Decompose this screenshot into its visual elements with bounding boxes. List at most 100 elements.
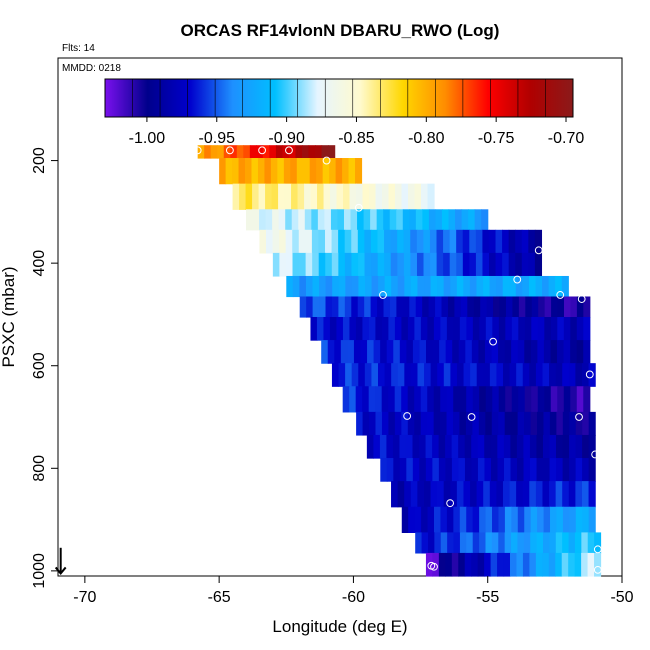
heatmap-cell: [568, 481, 576, 508]
heatmap-cell: [482, 229, 490, 254]
heatmap-cell: [302, 145, 310, 159]
heatmap-cell: [523, 458, 531, 482]
heatmap-cell: [379, 434, 388, 459]
heatmap-cell: [436, 252, 444, 277]
heatmap-cell: [304, 209, 312, 231]
heatmap-cell: [279, 229, 287, 254]
heatmap-cell: [331, 363, 340, 387]
heatmap-cell: [473, 296, 481, 318]
heatmap-cell: [445, 552, 453, 577]
heatmap-cell: [575, 481, 583, 508]
heatmap-cell: [517, 411, 525, 436]
heatmap-cell: [355, 158, 363, 185]
heatmap-cell: [305, 229, 313, 254]
heatmap-cell: [236, 145, 244, 159]
heatmap-cell: [369, 411, 377, 436]
heatmap-cell: [529, 434, 538, 459]
heatmap-cell: [471, 434, 479, 459]
heatmap-cell: [581, 481, 590, 508]
flight-marker: [354, 203, 363, 212]
heatmap-cell: [278, 183, 286, 210]
heatmap-cell: [318, 229, 326, 254]
heatmap-cell: [466, 506, 474, 533]
heatmap-cell: [458, 552, 466, 577]
heatmap-cell: [405, 434, 414, 459]
heatmap-cell: [407, 411, 415, 436]
heatmap-cell: [343, 209, 352, 231]
heatmap-cell: [581, 552, 589, 577]
heatmap-cell: [518, 386, 526, 413]
heatmap-cell: [420, 386, 428, 413]
heatmap-cell: [275, 145, 284, 159]
flight-marker: [285, 146, 293, 155]
heatmap-cell: [330, 209, 339, 231]
heatmap-cell: [329, 158, 337, 185]
heatmap-cell: [432, 434, 440, 459]
heatmap-cell: [543, 506, 551, 533]
heatmap-cell: [516, 552, 524, 577]
heatmap-cell: [256, 145, 264, 159]
heatmap-cell: [421, 532, 429, 554]
x-tick-label: -60: [342, 589, 365, 606]
x-tick-label: -65: [208, 589, 231, 606]
heatmap-cell: [423, 229, 431, 254]
heatmap-cell: [497, 458, 505, 482]
colorbar-tick-label: -1.00: [129, 130, 166, 147]
heatmap-cell: [446, 506, 454, 533]
heatmap-cell: [551, 296, 559, 318]
heatmap-cell: [563, 296, 572, 318]
heatmap-cell: [568, 532, 576, 554]
heatmap-cell: [535, 481, 544, 508]
heatmap-cell: [524, 317, 532, 341]
heatmap-cell: [510, 458, 518, 482]
heatmap-cell: [568, 363, 576, 387]
heatmap-cell: [511, 506, 519, 533]
heatmap-cell: [319, 296, 327, 318]
heatmap-cell: [422, 296, 430, 318]
heatmap-cell: [483, 363, 491, 387]
heatmap-cell: [557, 340, 565, 364]
heatmap-cell: [230, 145, 238, 159]
heatmap-cell: [351, 229, 359, 254]
heatmap-cell: [531, 296, 539, 318]
heatmap-cell: [555, 275, 563, 298]
heatmap-cell: [259, 209, 267, 231]
flights-label: Flts: 14: [62, 43, 95, 54]
heatmap-cell: [407, 317, 415, 341]
heatmap-cell: [390, 252, 398, 277]
heatmap-cell: [432, 552, 440, 577]
heatmap-cell: [582, 506, 590, 533]
heatmap-cell: [345, 363, 353, 387]
heatmap-cell: [492, 317, 500, 341]
heatmap-cell: [308, 145, 316, 159]
x-tick-label: -70: [73, 589, 96, 606]
heatmap-cell: [594, 532, 602, 554]
heatmap-cell: [426, 340, 434, 364]
heatmap-cell: [557, 296, 565, 318]
flight-marker: [225, 146, 234, 155]
heatmap-cell: [588, 458, 596, 482]
colorbar-tick-label: -0.75: [478, 130, 515, 147]
heatmap-cell: [485, 386, 493, 413]
heatmap-cell: [453, 532, 461, 554]
heatmap-cell: [284, 183, 292, 210]
heatmap-cell: [210, 145, 218, 159]
heatmap-cell: [522, 552, 530, 577]
heatmap-cell: [458, 434, 466, 459]
heatmap-cell: [472, 317, 480, 341]
heatmap-cell: [375, 183, 383, 210]
heatmap-cell: [517, 458, 525, 482]
heatmap-cell: [246, 209, 254, 231]
heatmap-cell: [430, 252, 438, 277]
heatmap-cell: [321, 145, 329, 159]
heatmap-cell: [439, 340, 447, 364]
heatmap-cell: [556, 434, 564, 459]
heatmap-cell: [412, 340, 421, 364]
heatmap-cell: [458, 458, 466, 482]
heatmap-cell: [277, 158, 285, 185]
direction-arrow: [54, 547, 67, 575]
heatmap-cell: [451, 458, 460, 482]
heatmap-cell: [368, 386, 376, 413]
heatmap-cell: [401, 386, 409, 413]
